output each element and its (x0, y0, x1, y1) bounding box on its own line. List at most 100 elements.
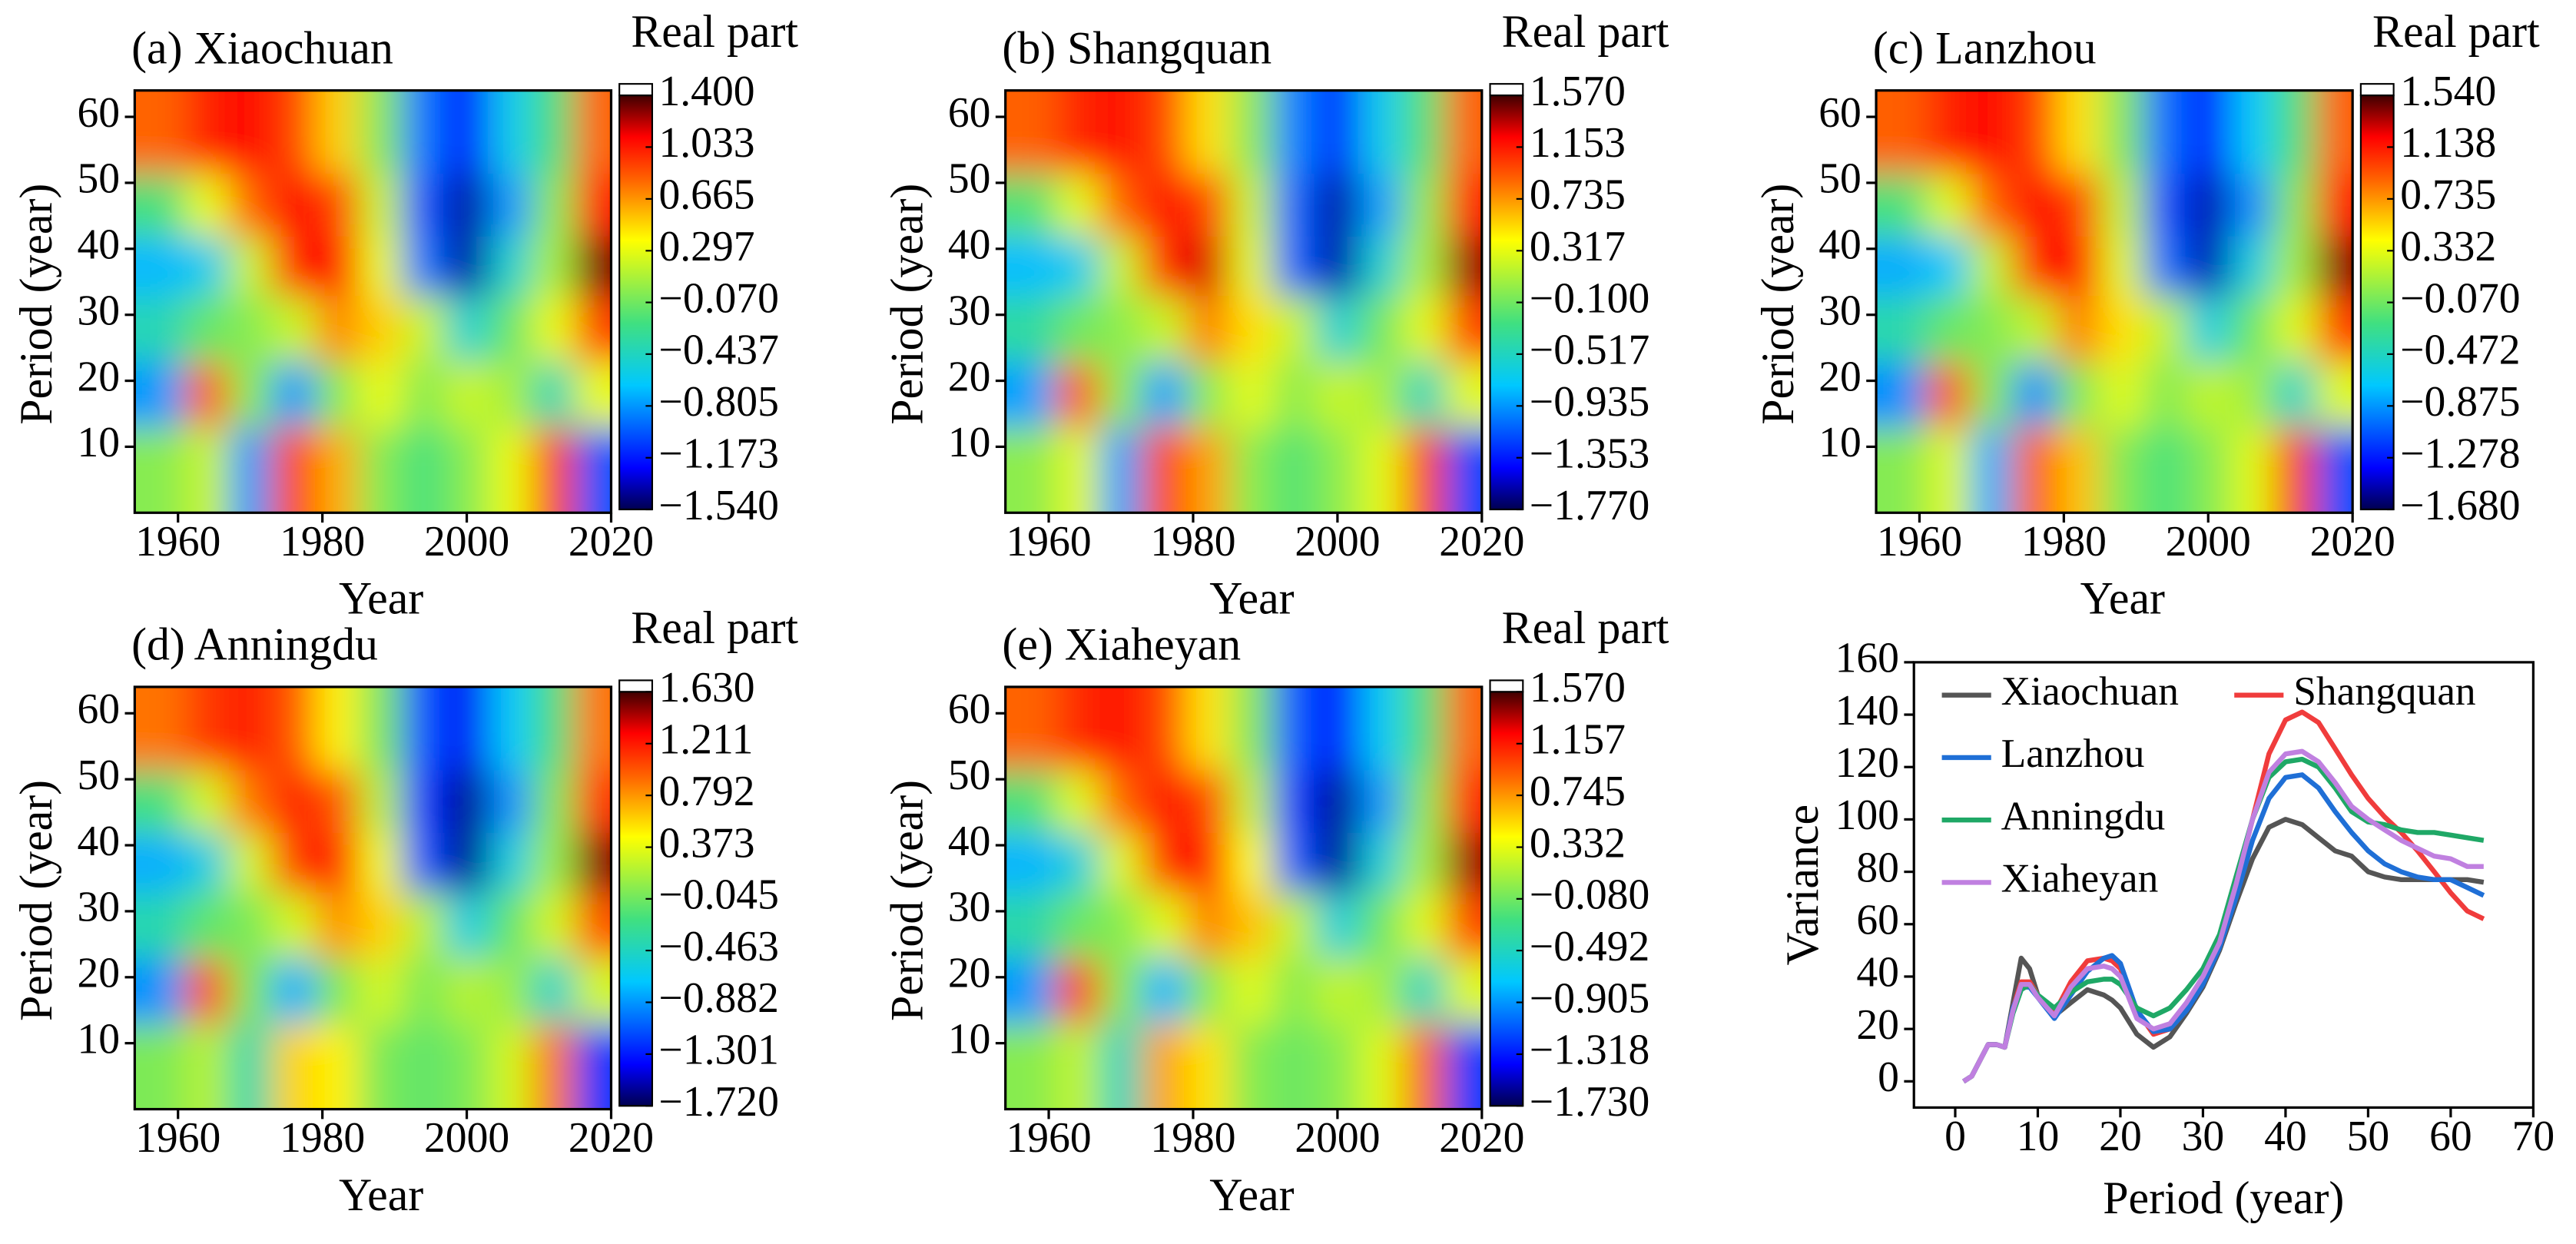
heatmap-cell (1099, 891, 1144, 959)
heatmap-cell (1228, 831, 1274, 893)
heatmap-cell (1005, 686, 1057, 771)
heatmap-cell (1099, 235, 1144, 296)
heatmap-cell (445, 769, 489, 833)
heatmap-cell (1359, 957, 1404, 1024)
heatmap-cell (401, 686, 446, 771)
heatmap-cell (1445, 426, 1482, 513)
heatmap-cell (185, 769, 230, 833)
x-tick-label: 1960 (1006, 1114, 1091, 1162)
colorbar-tick-label: −0.882 (658, 974, 778, 1022)
heatmap-cell (134, 90, 187, 174)
heatmap-cell (1056, 235, 1100, 296)
heatmap-cell (488, 1023, 533, 1110)
x-tick-label: 1960 (135, 1114, 220, 1162)
heatmap-cell (134, 426, 187, 513)
heatmap-cell (532, 686, 576, 771)
heatmap-cell (1315, 294, 1361, 362)
heatmap-cell (1185, 769, 1231, 833)
y-tick-label: 20 (78, 950, 121, 997)
heatmap-cells (1876, 90, 2353, 513)
heatmap-cell (1445, 891, 1482, 959)
heatmap-cell (488, 173, 533, 237)
colorbar-tick-label: −1.720 (658, 1078, 778, 1126)
panel-title: (d) Anningdu (131, 619, 378, 670)
heatmap-cell (532, 831, 576, 893)
heatmap-cell (1228, 235, 1274, 296)
heatmap-cell (271, 686, 317, 771)
heatmap-cell (134, 294, 187, 362)
heatmap-cell (1005, 90, 1057, 174)
heatmap-cell (228, 426, 273, 513)
series-line (1962, 817, 2485, 1084)
heatmap-cell (2100, 173, 2144, 237)
y-tick-label: 50 (78, 751, 121, 799)
heatmap-cell (1005, 235, 1057, 296)
heatmap-cell (1359, 891, 1404, 959)
heatmap-cell (488, 686, 533, 771)
x-tick-label: 2000 (1295, 518, 1380, 566)
heatmap-cell (185, 90, 230, 174)
heatmap-cell (1926, 426, 1971, 513)
heatmap-cell (1402, 769, 1447, 833)
x-tick-label: 50 (2347, 1113, 2390, 1160)
x-axis-label: Year (1209, 1169, 1294, 1220)
heatmap-cell (575, 426, 612, 513)
heatmap-cell (271, 957, 317, 1024)
heatmap-cell (1445, 173, 1482, 237)
heatmap-cell (271, 294, 317, 362)
heatmap-cell (1056, 360, 1100, 428)
heatmap-cell (1099, 1023, 1144, 1110)
heatmap-cell (2056, 235, 2101, 296)
heatmap-cell (228, 294, 273, 362)
y-tick-label: 160 (1835, 635, 1899, 682)
heatmap-cell (1185, 173, 1231, 237)
heatmap-cell (1876, 294, 1928, 362)
heatmap-cell (1359, 1023, 1404, 1110)
y-tick-label: 60 (948, 89, 991, 137)
colorbar-tick-label: −1.730 (1530, 1078, 1649, 1126)
heatmap-cell (1142, 294, 1187, 362)
heatmap-cell (1926, 294, 1971, 362)
x-axis-label: Year (2080, 573, 2165, 624)
plot-frame (1875, 89, 2354, 514)
colorbar-tick-label: −1.770 (1530, 482, 1649, 529)
x-tick-label: 70 (2512, 1113, 2555, 1160)
heatmap-cell (315, 831, 360, 893)
x-tick-label: 2020 (569, 1114, 654, 1162)
heatmap-cell (1970, 173, 2014, 237)
heatmap-cell (1005, 426, 1057, 513)
heatmap-cell (1272, 426, 1317, 513)
heatmap-cell (271, 90, 317, 174)
heatmap-cell (2316, 173, 2353, 237)
y-tick-label: 50 (1818, 155, 1862, 203)
heatmap-cell (2230, 360, 2274, 428)
heatmap-cell (2013, 360, 2058, 428)
heatmap-cell (1402, 1023, 1447, 1110)
heatmap-cell (1099, 426, 1144, 513)
heatmap-cell (2273, 235, 2318, 296)
y-tick-label: 60 (1856, 897, 1899, 944)
heatmap-cell (1142, 1023, 1187, 1110)
colorbar-tick-label: −1.318 (1530, 1027, 1649, 1074)
y-axis-label: Period (year) (11, 184, 61, 425)
heatmap-cell (445, 891, 489, 959)
y-tick-label: 140 (1835, 687, 1899, 735)
heatmap-cell (134, 1023, 187, 1110)
heatmap-cell (271, 831, 317, 893)
y-tick-label: 10 (948, 1015, 991, 1063)
heatmap (1005, 90, 1482, 513)
heatmap-cell (2056, 173, 2101, 237)
heatmap-cell (185, 360, 230, 428)
heatmap-cell (1056, 891, 1100, 959)
colorbar-tick-label: −0.492 (1530, 923, 1649, 970)
heatmap-cell (185, 235, 230, 296)
y-tick-label: 20 (948, 353, 991, 400)
heatmap-cell (1402, 173, 1447, 237)
heatmap-cell (2056, 294, 2101, 362)
y-tick-label: 40 (948, 818, 991, 865)
colorbar-tick-label: 1.570 (1530, 664, 1626, 712)
heatmap-cell (2056, 90, 2101, 174)
heatmap-cell (488, 294, 533, 362)
panel-title: (e) Xiaheyan (1002, 619, 1241, 670)
heatmap-cell (532, 360, 576, 428)
